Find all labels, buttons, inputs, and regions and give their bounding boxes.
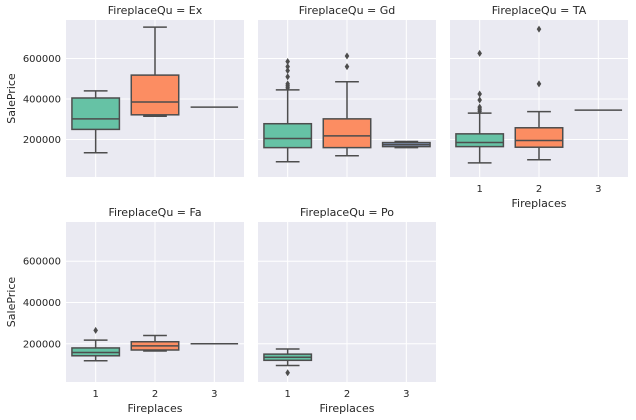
panel-title: FireplaceQu = Ex [108,4,203,17]
box-2 [322,52,372,157]
box-1 [455,49,505,164]
outlier-point [285,80,290,88]
facet-panel: 1 2 3 FireplaceQu = TA Fireplaces [450,4,628,210]
box-1 [71,90,121,154]
facet-panel: 200000 400000 600000 FireplaceQu = Ex SalePr… [5,4,244,177]
outlier-point [536,25,542,33]
y-tick-label: 600000 [23,257,61,268]
outlier-point [477,49,482,57]
y-axis-label: SalePrice [5,73,18,124]
panel-title: FireplaceQu = Gd [299,4,396,17]
y-tick-label: 600000 [23,54,61,65]
x-tick-label: 2 [344,389,350,400]
box-2 [514,25,564,161]
facet-panel: FireplaceQu = Gd [258,4,436,177]
x-axis-label: Fireplaces [320,402,375,415]
y-axis-label: SalePrice [5,277,18,328]
x-tick-label: 1 [92,389,98,400]
panel-title: FireplaceQu = Po [300,206,394,219]
outlier-point [285,369,290,377]
x-tick-label: 2 [152,389,158,400]
outlier-point [477,90,482,98]
outlier-point [344,52,350,60]
box-iqr [322,118,372,149]
x-tick-label: 3 [403,389,409,400]
y-tick-label: 400000 [23,298,61,309]
box-2 [130,334,180,352]
x-tick-label: 3 [211,389,217,400]
outlier-point [477,103,482,111]
facet-panel: 1 2 3 FireplaceQu = Po Fireplaces [258,206,436,415]
box-iqr [514,127,564,148]
outlier-point [285,63,290,71]
outlier-point [536,80,542,88]
x-tick-label: 3 [595,184,601,195]
panel-title: FireplaceQu = Fa [108,206,201,219]
outlier-point [285,58,290,66]
box-3 [381,140,431,149]
outlier-point [344,63,350,71]
box-iqr [455,133,505,148]
x-tick-label: 2 [536,184,542,195]
box-iqr [263,122,313,149]
box-1 [263,58,313,163]
x-tick-label: 1 [284,389,290,400]
box-1 [71,326,121,362]
box-iqr [130,74,180,116]
y-tick-label: 400000 [23,95,61,106]
box-iqr [71,97,121,131]
x-tick-label: 1 [476,184,482,195]
outlier-point [285,67,290,75]
outlier-point [477,96,482,104]
panel-title: FireplaceQu = TA [492,4,587,17]
box-1 [263,348,313,377]
y-tick-label: 200000 [23,135,61,146]
y-tick-label: 200000 [23,339,61,350]
x-axis-label: Fireplaces [512,197,567,210]
box-2 [130,26,180,117]
outlier-point [93,326,98,334]
outlier-point [285,73,290,81]
facet-panel: 200000 400000 600000 1 2 3 FireplaceQu = Fa Fir… [5,206,244,415]
x-axis-label: Fireplaces [128,402,183,415]
